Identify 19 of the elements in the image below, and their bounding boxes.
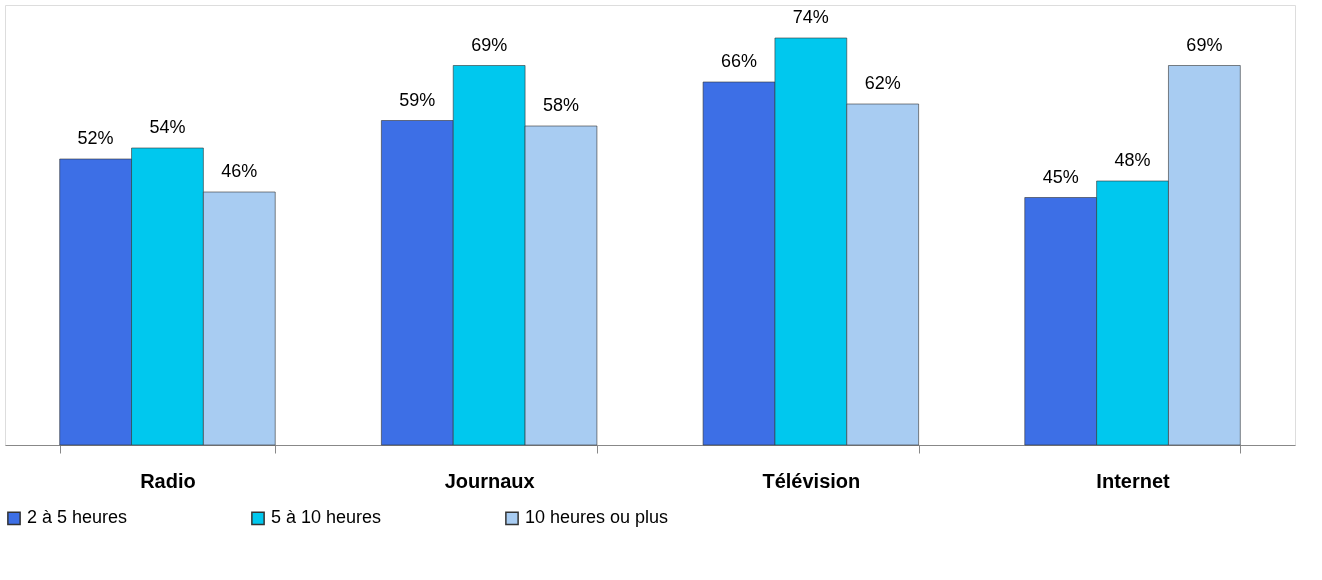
legend-label: 2 à 5 heures <box>27 507 128 528</box>
data-label: 62% <box>864 73 901 93</box>
data-label: 59% <box>399 89 436 110</box>
data-label: 69% <box>471 34 508 55</box>
data-label: 46% <box>221 161 258 181</box>
x-tick-label: Radio <box>140 469 196 492</box>
data-label: 48% <box>1114 150 1151 170</box>
x-tick-label: Télévision <box>762 469 861 492</box>
data-label: 66% <box>720 51 758 71</box>
data-label: 45% <box>1042 166 1079 187</box>
data-label: 58% <box>542 95 580 115</box>
data-label: 69% <box>1186 34 1223 55</box>
legend-label: 5 à 10 heures <box>271 507 382 528</box>
data-label: 74% <box>792 7 829 27</box>
x-tick-label: Journaux <box>444 469 535 492</box>
data-label: 52% <box>77 128 114 148</box>
x-tick-label: Internet <box>1096 469 1171 492</box>
legend-label: 10 heures ou plus <box>525 507 669 528</box>
data-label: 54% <box>149 117 186 137</box>
